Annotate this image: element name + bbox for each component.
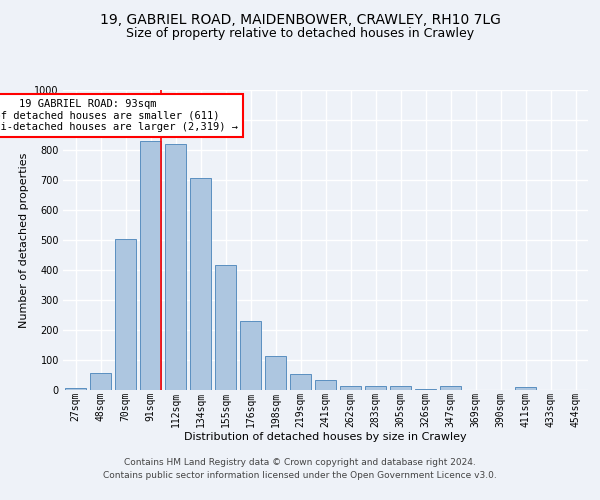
Text: Contains HM Land Registry data © Crown copyright and database right 2024.: Contains HM Land Registry data © Crown c… [124, 458, 476, 467]
Bar [165, 144, 186, 390]
Bar [315, 380, 336, 390]
Bar [115, 239, 136, 390]
Bar [415, 388, 436, 390]
Text: 19, GABRIEL ROAD, MAIDENBOWER, CRAWLEY, RH10 7LG: 19, GABRIEL ROAD, MAIDENBOWER, CRAWLEY, … [100, 13, 500, 27]
Bar [65, 388, 86, 390]
Y-axis label: Number of detached properties: Number of detached properties [19, 152, 29, 328]
Bar [215, 264, 236, 390]
Bar [190, 178, 211, 390]
Bar [140, 141, 161, 390]
Text: 19 GABRIEL ROAD: 93sqm
← 21% of detached houses are smaller (611)
78% of semi-de: 19 GABRIEL ROAD: 93sqm ← 21% of detached… [0, 99, 238, 132]
Bar [365, 386, 386, 390]
Bar [440, 386, 461, 390]
Text: Contains public sector information licensed under the Open Government Licence v3: Contains public sector information licen… [103, 470, 497, 480]
Bar [515, 387, 536, 390]
Bar [290, 374, 311, 390]
Bar [390, 386, 411, 390]
Bar [265, 356, 286, 390]
Text: Size of property relative to detached houses in Crawley: Size of property relative to detached ho… [126, 27, 474, 40]
Bar [340, 386, 361, 390]
Bar [90, 373, 111, 390]
Bar [240, 321, 261, 390]
X-axis label: Distribution of detached houses by size in Crawley: Distribution of detached houses by size … [184, 432, 467, 442]
